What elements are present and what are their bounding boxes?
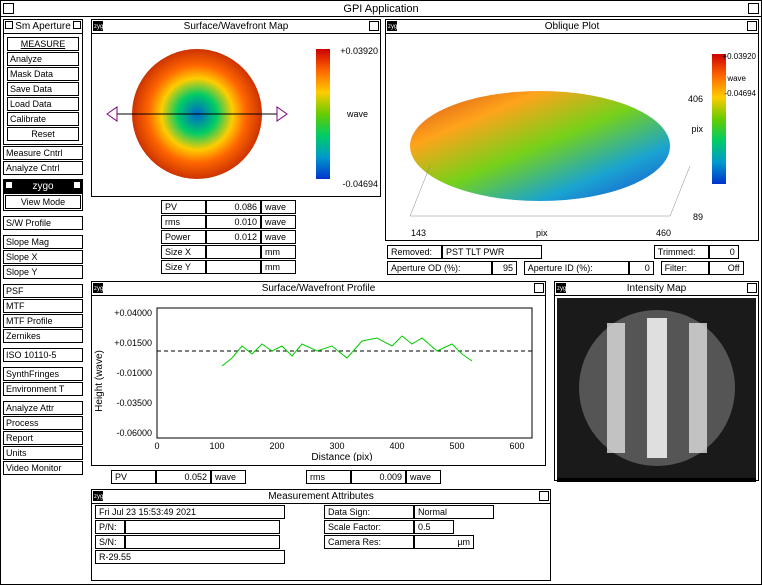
- view-mode-button[interactable]: View Mode: [5, 195, 81, 209]
- synthfringes-button[interactable]: SynthFringes: [3, 367, 83, 381]
- iso-button[interactable]: ISO 10110-5: [3, 348, 83, 362]
- close-icon[interactable]: [5, 181, 13, 189]
- oblique-plot: [390, 36, 700, 236]
- panel-title: zygo Oblique Plot: [386, 20, 758, 34]
- analyze-button[interactable]: Analyze: [7, 52, 79, 66]
- svg-text:Distance (pix): Distance (pix): [311, 452, 372, 461]
- axis-label: pix: [536, 228, 548, 238]
- app-title: GPI Application: [343, 3, 418, 15]
- profile-plot: +0.04000 +0.01500 -0.01000 -0.03500 -0.0…: [92, 296, 542, 461]
- zoom-icon[interactable]: [747, 21, 757, 31]
- panel-title: zygo Measurement Attributes: [92, 490, 550, 504]
- svg-text:-0.03500: -0.03500: [116, 398, 152, 408]
- colorbar: [712, 54, 726, 184]
- psf-button[interactable]: PSF: [3, 284, 83, 298]
- close-icon[interactable]: [5, 21, 13, 29]
- svg-text:200: 200: [269, 441, 284, 451]
- svg-text:400: 400: [389, 441, 404, 451]
- colorbar: [316, 49, 330, 179]
- process-button[interactable]: Process: [3, 416, 83, 430]
- zoom-icon[interactable]: [539, 491, 549, 501]
- analyze-attr-button[interactable]: Analyze Attr: [3, 401, 83, 415]
- svg-text:600: 600: [509, 441, 524, 451]
- mtf-profile-button[interactable]: MTF Profile: [3, 314, 83, 328]
- x1-label: 143: [411, 228, 426, 238]
- zygo-title: zygo rols: [4, 180, 82, 194]
- svg-text:300: 300: [329, 441, 344, 451]
- zernikes-button[interactable]: Zernikes: [3, 329, 83, 343]
- stats-box: PV0.086wave rms0.010wave Power0.012wave …: [161, 199, 296, 275]
- zoom-icon[interactable]: [747, 283, 757, 293]
- slope-x-button[interactable]: Slope X: [3, 250, 83, 264]
- zygo-box: zygo rols View Mode: [3, 179, 83, 211]
- video-monitor-button[interactable]: Video Monitor: [3, 461, 83, 475]
- slope-mag-button[interactable]: Slope Mag: [3, 235, 83, 249]
- zoom-icon[interactable]: [748, 3, 759, 14]
- measure-button[interactable]: MEASURE: [7, 37, 79, 51]
- svg-text:100: 100: [209, 441, 224, 451]
- info-row2: Aperture OD (%):95 Aperture ID (%):0 Fil…: [387, 261, 748, 275]
- surface-map-panel: zygo Surface/Wavefront Map +0.03920 wave…: [91, 19, 381, 197]
- info-row: Removed:PST TLT PWR Trimmed:0: [387, 245, 743, 259]
- svg-text:Height (wave): Height (wave): [94, 350, 105, 412]
- environment-button[interactable]: Environment T: [3, 382, 83, 396]
- axis2-label: pix: [691, 124, 703, 134]
- intensity-image: [557, 298, 756, 478]
- zygo-icon[interactable]: zygo: [387, 21, 397, 31]
- attrs-panel: zygo Measurement Attributes Fri Jul 23 1…: [91, 489, 551, 581]
- sidebar: Sm Aperture MEASURE Analyze Mask Data Sa…: [3, 19, 83, 476]
- cbar-unit: wave: [347, 109, 368, 119]
- cbar-max: +0.03920: [722, 52, 756, 61]
- cbar-min: -0.04694: [342, 179, 378, 189]
- profile-panel: zygo Surface/Wavefront Profile +0.04000 …: [91, 281, 546, 466]
- zoom-icon[interactable]: [73, 21, 81, 29]
- surface-map-plot: [97, 34, 297, 194]
- zygo-icon[interactable]: zygo: [556, 283, 566, 293]
- app-titlebar: GPI Application: [1, 1, 761, 17]
- calibrate-button[interactable]: Calibrate: [7, 112, 79, 126]
- panel-title: zygo Surface/Wavefront Map: [92, 20, 380, 34]
- panel-title: zygo Intensity Map: [555, 282, 758, 296]
- report-button[interactable]: Report: [3, 431, 83, 445]
- zygo-icon[interactable]: zygo: [93, 21, 103, 31]
- analyze-cntrl-button[interactable]: Analyze Cntrl: [3, 161, 83, 175]
- mask-data-button[interactable]: Mask Data: [7, 67, 79, 81]
- zygo-icon[interactable]: zygo: [93, 491, 103, 501]
- measure-cntrl-button[interactable]: Measure Cntrl: [3, 146, 83, 160]
- svg-text:-0.01000: -0.01000: [116, 368, 152, 378]
- svg-text:0: 0: [154, 441, 159, 451]
- units-button[interactable]: Units: [3, 446, 83, 460]
- intensity-panel: zygo Intensity Map: [554, 281, 759, 481]
- zoom-icon[interactable]: [369, 21, 379, 31]
- close-icon[interactable]: [3, 3, 14, 14]
- svg-text:+0.04000: +0.04000: [114, 308, 152, 318]
- panel-title: zygo Surface/Wavefront Profile: [92, 282, 545, 296]
- svg-text:500: 500: [449, 441, 464, 451]
- zoom-icon[interactable]: [73, 181, 81, 189]
- mtf-button[interactable]: MTF: [3, 299, 83, 313]
- zoom-icon[interactable]: [534, 283, 544, 293]
- aperture-box: Sm Aperture MEASURE Analyze Mask Data Sa…: [3, 19, 83, 145]
- zygo-icon[interactable]: zygo: [93, 283, 103, 293]
- sw-profile-button[interactable]: S/W Profile: [3, 216, 83, 230]
- x2-label: 460: [656, 228, 671, 238]
- profile-stats: PV0.052wave rms0.009wave: [111, 469, 441, 485]
- y1-label: 406: [688, 94, 703, 104]
- y2-label: 89: [693, 212, 703, 222]
- cbar-max: +0.03920: [340, 46, 378, 56]
- slope-y-button[interactable]: Slope Y: [3, 265, 83, 279]
- svg-text:-0.06000: -0.06000: [116, 428, 152, 438]
- reset-button[interactable]: Reset: [7, 127, 79, 141]
- save-data-button[interactable]: Save Data: [7, 82, 79, 96]
- cbar-unit: wave: [727, 74, 746, 83]
- svg-text:+0.01500: +0.01500: [114, 338, 152, 348]
- load-data-button[interactable]: Load Data: [7, 97, 79, 111]
- aperture-title: Sm Aperture: [4, 20, 82, 34]
- oblique-panel: zygo Oblique Plot 143 pix 46: [385, 19, 759, 241]
- cbar-min: -0.04694: [724, 89, 756, 98]
